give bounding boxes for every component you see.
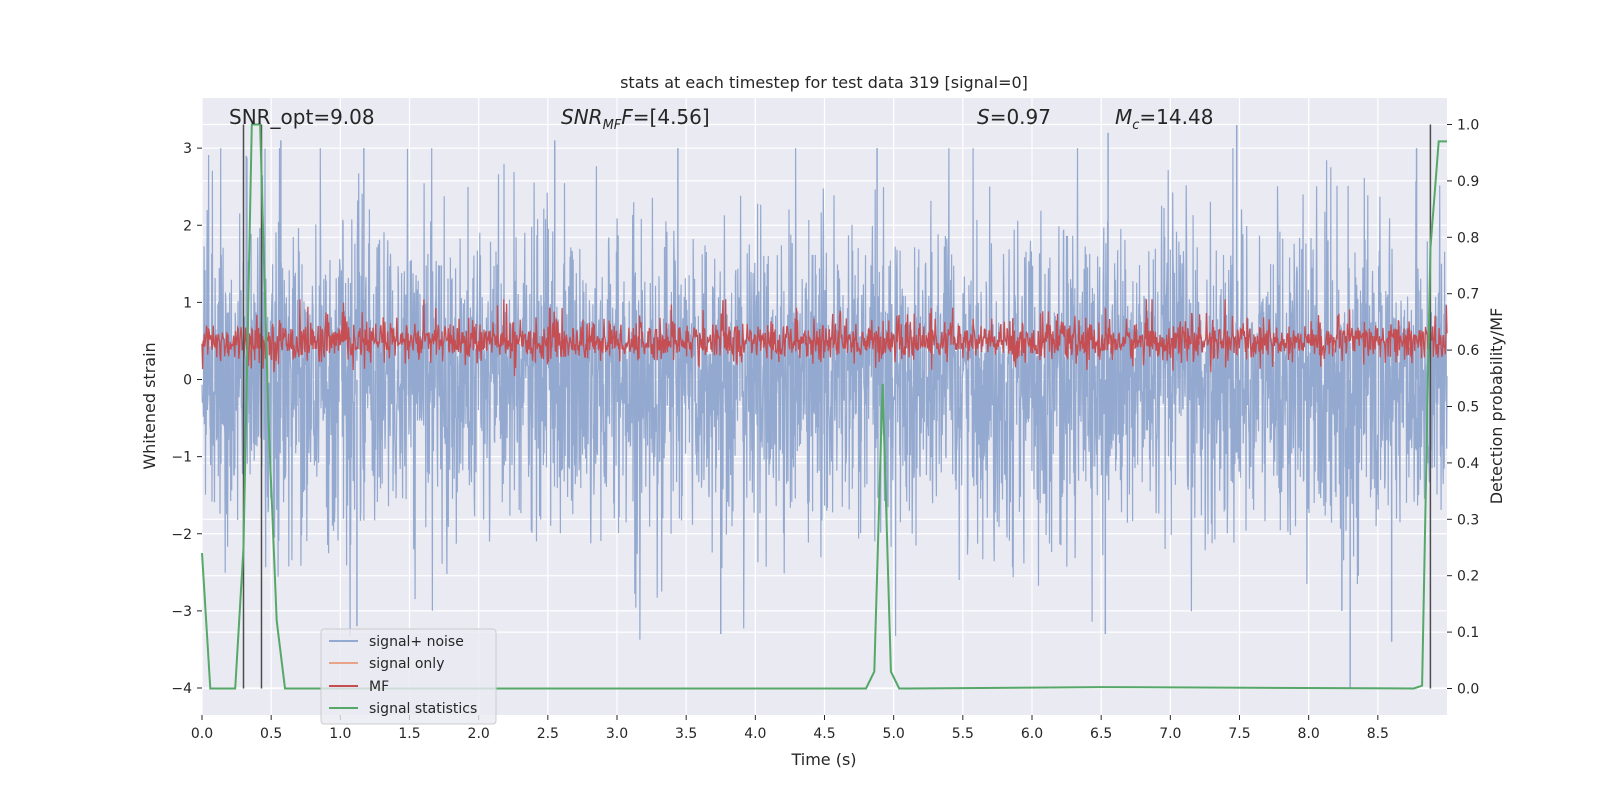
y2-tick-label: 0.3	[1457, 512, 1479, 528]
y2-tick-label: 0.6	[1457, 343, 1479, 359]
y-axis-label: Whitened strain	[140, 342, 159, 469]
legend-label-mf: MF	[369, 679, 389, 695]
x-tick-label: 0.0	[191, 726, 213, 742]
y2-tick-label: 0.1	[1457, 625, 1479, 641]
signal-noise-line	[201, 148, 1448, 640]
x-tick-label: 8.5	[1367, 726, 1389, 742]
mc-value: =14.48	[1139, 105, 1213, 129]
ticks: 0.0 0.5 1.0 1.5 2.0 2.5 3.0 3.5 4.0 4.5 5.0 5.5 6.0 6…	[171, 118, 1479, 742]
y2-tick-label: 0.0	[1457, 681, 1479, 697]
x-tick-label: 5.0	[883, 726, 905, 742]
y-tick-label: −4	[171, 681, 192, 697]
signal-statistics-line	[201, 123, 1447, 690]
y-tick-label: −2	[171, 527, 192, 543]
y2-axis-label: Detection probability/MF	[1487, 308, 1506, 505]
y-tick-label: −3	[171, 604, 192, 620]
x-tick-label: 6.0	[1021, 726, 1043, 742]
mc-annotation: Mc=14.48	[1115, 105, 1213, 133]
x-tick-label: 4.5	[813, 726, 835, 742]
x-tick-label: 3.0	[606, 726, 628, 742]
x-tick-label: 3.5	[675, 726, 697, 742]
x-tick-label: 1.0	[329, 726, 351, 742]
y2-tick-label: 0.4	[1457, 456, 1479, 472]
x-tick-label: 1.5	[398, 726, 420, 742]
mf-series	[201, 299, 1448, 377]
signal-statistics-series	[201, 123, 1447, 690]
legend-label-signal-noise: signal+ noise	[369, 634, 464, 650]
x-tick-label: 8.0	[1298, 726, 1320, 742]
x-tick-label: 7.5	[1228, 726, 1250, 742]
y2-tick-label: 1.0	[1457, 118, 1479, 134]
y-tick-label: −1	[171, 450, 192, 466]
x-tick-label: 7.0	[1159, 726, 1181, 742]
x-tick-label: 5.5	[952, 726, 974, 742]
legend-label-signal-only: signal only	[369, 656, 444, 672]
legend-box	[320, 628, 497, 725]
y2-tick-label: 0.5	[1457, 400, 1479, 416]
s-annotation: S=0.97	[977, 105, 1051, 129]
y2-tick-label: 0.7	[1457, 287, 1479, 303]
legend: signal+ noise signal only MF signal stat…	[320, 628, 497, 725]
y-tick-label: 2	[183, 218, 192, 234]
legend-label-signal-statistics: signal statistics	[369, 701, 477, 717]
y-tick-label: 1	[183, 295, 192, 311]
y2-tick-label: 0.2	[1457, 569, 1479, 585]
x-tick-label: 0.5	[260, 726, 282, 742]
y-tick-label: 3	[183, 141, 192, 157]
x-tick-label: 2.5	[537, 726, 559, 742]
y2-tick-label: 0.9	[1457, 174, 1479, 190]
x-tick-label: 2.0	[468, 726, 490, 742]
y-tick-label: 0	[183, 373, 192, 389]
x-tick-label: 4.0	[744, 726, 766, 742]
x-tick-label: 6.5	[1090, 726, 1112, 742]
mf-line	[201, 299, 1448, 377]
vertical-markers	[242, 124, 1432, 689]
snr-mf-value: =[4.56]	[633, 105, 710, 129]
y2-tick-label: 0.8	[1457, 230, 1479, 246]
chart-title: stats at each timestep for test data 319…	[620, 73, 1028, 92]
x-axis-label: Time (s)	[790, 750, 856, 769]
snr-mf-annotation: SNRMFF=[4.56]	[561, 105, 710, 133]
snr-opt-annotation: SNR_opt=9.08	[229, 105, 375, 129]
s-value: =0.97	[990, 105, 1051, 129]
